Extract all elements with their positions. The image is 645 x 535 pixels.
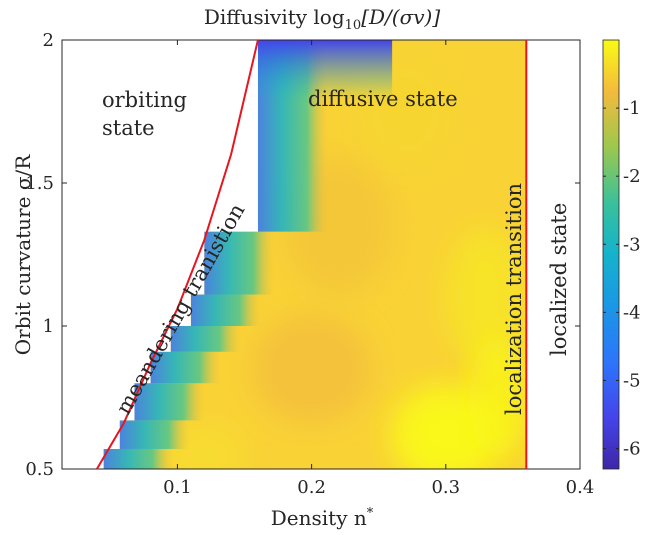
y-tick-label: 1.5 (25, 173, 54, 194)
chart-title: Diffusivity log10[D/(σv)] (204, 5, 440, 33)
heatmap-area (103, 40, 527, 469)
annotation-orbiting-line1: orbiting (102, 88, 187, 112)
colorbar-tick-label: -4 (623, 302, 641, 323)
field-blob-2 (469, 337, 527, 458)
x-tick-label: 0.3 (431, 477, 460, 498)
colorbar-tick-label: -5 (623, 370, 641, 391)
edge-band-4 (170, 326, 241, 352)
colorbar-ticks: -6 -5 -4 -3 -2 -1 (603, 98, 641, 460)
axis-ticks: 0.1 0.2 0.3 0.4 0.5 1 1.5 2 (25, 30, 594, 498)
transition-lines (96, 40, 528, 469)
diffusivity-field (103, 40, 527, 469)
y-axis-label: Orbit curvature σ/R (11, 154, 35, 355)
edge-band-2 (134, 383, 205, 421)
colorbar (602, 39, 620, 470)
x-axis-label-main: Density n (271, 506, 367, 530)
y-tick-label: 1 (43, 316, 54, 337)
x-tick-label: 0.4 (566, 477, 595, 498)
edge-band-6 (204, 231, 275, 295)
colorbar-tick-label: -3 (623, 234, 641, 255)
diffusive-region (103, 40, 527, 469)
x-tick-label: 0.1 (163, 477, 192, 498)
edge-band-3 (150, 351, 221, 384)
field-blob-1 (446, 227, 527, 368)
top-low-band (257, 40, 393, 100)
colorbar-tick-label: -1 (623, 98, 641, 119)
meandering-transition-line (96, 40, 259, 469)
colorbar-tick-label: -6 (623, 439, 641, 460)
x-axis-label-sup: * (367, 506, 374, 521)
annotation-localization-transition: localization transition (502, 183, 526, 415)
x-axis-label: Density n* (271, 506, 374, 530)
edge-band-0 (103, 448, 174, 469)
annotation-diffusive: diffusive state (308, 87, 458, 111)
colorbar-tick-label: -2 (623, 166, 641, 187)
annotation-orbiting-line2: state (102, 116, 155, 140)
edge-band-5 (190, 294, 261, 326)
axes-frame (61, 39, 581, 470)
edge-band-1 (119, 420, 190, 449)
field-blob-3 (251, 313, 372, 424)
title-subscript: 10 (345, 18, 362, 33)
annotation-localized-state: localized state (547, 203, 571, 356)
y-tick-label: 0.5 (25, 459, 54, 480)
x-tick-label: 0.2 (297, 477, 326, 498)
title-main: Diffusivity log (204, 5, 345, 29)
y-tick-label: 2 (43, 30, 54, 51)
title-tail: [D/(σv)] (361, 5, 440, 29)
